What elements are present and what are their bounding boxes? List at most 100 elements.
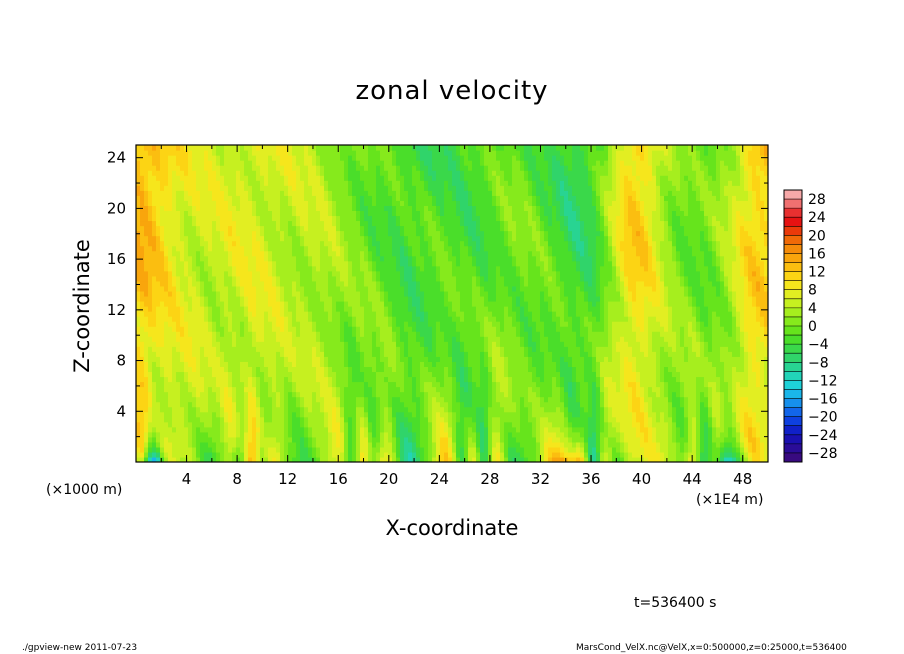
heat-cell: [384, 331, 389, 337]
heat-cell: [280, 295, 285, 302]
heat-cell: [380, 446, 385, 453]
heat-cell: [400, 331, 405, 337]
heat-cell: [188, 185, 193, 191]
heat-cell: [316, 411, 321, 418]
heat-cell: [276, 285, 281, 292]
heat-cell: [220, 215, 225, 222]
heat-cell: [320, 396, 325, 403]
heat-cell: [300, 270, 305, 277]
heat-cell: [368, 386, 373, 393]
heat-cell: [400, 401, 405, 408]
heat-cell: [412, 391, 417, 398]
heat-cell: [392, 356, 397, 362]
heat-cell: [408, 150, 413, 156]
heat-cell: [164, 441, 169, 448]
heat-cell: [440, 165, 445, 171]
heat-cell: [448, 416, 453, 423]
heat-cell: [340, 306, 345, 312]
heat-cell: [284, 240, 289, 247]
heat-cell: [220, 331, 225, 337]
heat-cell: [196, 285, 201, 292]
heat-cell: [432, 381, 437, 388]
heat-cell: [296, 356, 301, 362]
heat-cell: [376, 316, 381, 322]
heat-cell: [316, 215, 321, 222]
heat-cell: [336, 215, 341, 222]
heat-cell: [172, 311, 177, 317]
heat-cell: [312, 361, 317, 367]
heat-cell: [376, 391, 381, 398]
heat-cell: [380, 245, 385, 252]
heat-cell: [164, 185, 169, 191]
heat-cell: [228, 180, 233, 186]
heat-cell: [224, 346, 229, 352]
heat-cell: [384, 371, 389, 378]
heat-cell: [436, 255, 441, 262]
heat-cell: [232, 185, 237, 191]
heat-cell: [256, 280, 261, 287]
heat-cell: [220, 321, 225, 327]
heat-cell: [292, 316, 297, 322]
heat-cell: [348, 311, 353, 317]
heat-cell: [288, 321, 293, 327]
heat-cell: [140, 361, 145, 367]
heat-cell: [220, 270, 225, 277]
heat-cell: [164, 406, 169, 413]
heat-cell: [392, 366, 397, 373]
heat-cell: [268, 200, 273, 206]
heat-cell: [440, 326, 445, 332]
heat-cell: [428, 175, 433, 181]
heat-cell: [408, 260, 413, 267]
heat-cell: [260, 436, 265, 443]
heat-cell: [344, 275, 349, 282]
heat-cell: [160, 426, 165, 433]
heat-cell: [184, 290, 189, 297]
heat-cell: [372, 275, 377, 282]
heat-cell: [440, 401, 445, 408]
heat-cell: [248, 235, 253, 242]
heat-cell: [196, 331, 201, 337]
heat-cell: [280, 215, 285, 222]
heat-cell: [196, 235, 201, 242]
heat-cell: [340, 275, 345, 282]
heat-cell: [244, 265, 249, 272]
heat-cell: [420, 421, 425, 428]
heat-cell: [148, 336, 153, 342]
heat-cell: [232, 351, 237, 357]
heat-cell: [400, 341, 405, 347]
heat-cell: [392, 180, 397, 186]
heat-cell: [188, 366, 193, 373]
heat-cell: [292, 240, 297, 247]
heat-cell: [440, 285, 445, 292]
heat-cell: [192, 421, 197, 428]
heat-cell: [272, 195, 277, 201]
heat-cell: [380, 391, 385, 398]
heat-cell: [152, 446, 157, 453]
heat-cell: [440, 255, 445, 262]
heat-cell: [404, 275, 409, 282]
heat-cell: [216, 195, 221, 201]
heat-cell: [452, 401, 457, 408]
heat-cell: [264, 366, 269, 373]
heat-cell: [172, 391, 177, 398]
heat-cell: [160, 421, 165, 428]
heat-cell: [352, 321, 357, 327]
heat-cell: [424, 426, 429, 433]
heat-cell: [344, 210, 349, 217]
heat-cell: [276, 250, 281, 257]
heat-cell: [260, 326, 265, 332]
heat-cell: [272, 290, 277, 297]
heat-cell: [364, 185, 369, 191]
heat-cell: [172, 155, 177, 161]
heat-cell: [152, 195, 157, 201]
heat-cell: [356, 421, 361, 428]
heat-cell: [388, 381, 393, 388]
heat-cell: [448, 456, 453, 462]
heat-cell: [184, 270, 189, 277]
heat-cell: [384, 321, 389, 327]
heat-cell: [208, 165, 213, 171]
heat-cell: [360, 240, 365, 247]
heat-cell: [140, 210, 145, 217]
heat-cell: [368, 351, 373, 357]
heat-cell: [384, 185, 389, 191]
